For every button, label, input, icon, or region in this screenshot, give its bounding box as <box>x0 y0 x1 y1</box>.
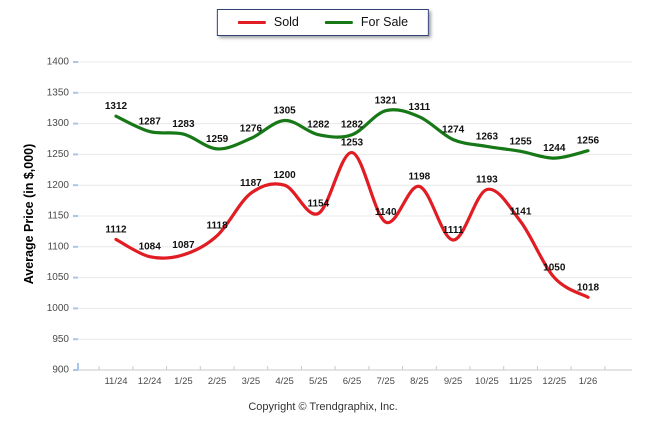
svg-text:12/24: 12/24 <box>138 376 162 387</box>
svg-text:1112: 1112 <box>105 224 127 235</box>
svg-text:1274: 1274 <box>442 125 465 136</box>
legend-label-sold: Sold <box>273 15 299 29</box>
svg-text:1283: 1283 <box>172 119 195 130</box>
svg-text:1000: 1000 <box>47 303 70 314</box>
svg-text:1350: 1350 <box>47 87 70 98</box>
svg-text:1150: 1150 <box>47 211 69 222</box>
svg-text:950: 950 <box>52 334 69 345</box>
svg-text:6/25: 6/25 <box>343 376 362 387</box>
svg-text:1140: 1140 <box>375 207 397 218</box>
price-trend-chart: 1400 1350 1300 1250 1200 1150 1100 1050 1000 950 9… <box>47 57 632 387</box>
svg-text:7/25: 7/25 <box>376 376 395 387</box>
svg-text:4/25: 4/25 <box>275 376 294 387</box>
svg-text:1018: 1018 <box>577 282 600 293</box>
svg-text:1100: 1100 <box>47 241 69 252</box>
for-sale-line-swatch <box>324 20 353 24</box>
svg-text:1187: 1187 <box>240 178 262 189</box>
svg-text:1305: 1305 <box>273 106 296 117</box>
svg-text:1154: 1154 <box>307 199 329 210</box>
svg-text:1312: 1312 <box>105 101 128 112</box>
x-axis-ticks-labels: 11/24 12/24 1/25 2/25 3/25 4/25 5/25 6/25 7/25 8/… <box>77 363 606 387</box>
legend-label-for-sale: For Sale <box>360 15 409 29</box>
svg-text:1256: 1256 <box>577 136 600 147</box>
svg-text:11/25: 11/25 <box>509 376 532 387</box>
svg-text:1/26: 1/26 <box>579 376 598 387</box>
svg-text:1400: 1400 <box>47 57 70 68</box>
svg-text:1311: 1311 <box>409 102 431 113</box>
svg-text:11/24: 11/24 <box>104 376 127 387</box>
svg-text:1198: 1198 <box>409 171 431 182</box>
svg-text:1282: 1282 <box>307 120 330 131</box>
svg-text:1118: 1118 <box>207 221 229 232</box>
svg-text:1111: 1111 <box>443 225 464 236</box>
svg-text:1/25: 1/25 <box>174 376 193 387</box>
svg-text:1287: 1287 <box>139 117 162 128</box>
svg-text:1263: 1263 <box>476 131 499 142</box>
svg-text:1255: 1255 <box>509 136 532 147</box>
legend-item-for-sale: For Sale <box>324 15 409 29</box>
legend: Sold For Sale <box>216 9 430 36</box>
sold-line-swatch <box>237 20 266 24</box>
svg-text:1200: 1200 <box>47 180 70 191</box>
svg-text:1300: 1300 <box>47 118 70 129</box>
svg-text:900: 900 <box>52 365 69 376</box>
svg-text:1253: 1253 <box>341 138 364 149</box>
svg-text:1087: 1087 <box>172 240 195 251</box>
svg-text:1200: 1200 <box>273 170 296 181</box>
svg-text:1259: 1259 <box>206 134 229 145</box>
series-for-sale: 1312 1287 1283 1259 1276 1305 1282 1282 1321 1311… <box>105 96 600 160</box>
svg-text:1050: 1050 <box>543 263 566 274</box>
svg-text:8/25: 8/25 <box>410 376 429 387</box>
svg-text:1250: 1250 <box>47 149 70 160</box>
y-tick-labels: 1400 1350 1300 1250 1200 1150 1100 1050 1000 950 9… <box>47 57 70 376</box>
series-sold: 1112 1084 1087 1118 1187 1200 1154 1253 1140 1198… <box>105 138 600 299</box>
svg-text:10/25: 10/25 <box>475 376 499 387</box>
svg-text:5/25: 5/25 <box>309 376 328 387</box>
svg-text:2/25: 2/25 <box>208 376 227 387</box>
svg-text:9/25: 9/25 <box>444 376 463 387</box>
y-axis-title: Average Price (in $,000) <box>22 143 36 285</box>
svg-text:1084: 1084 <box>139 242 162 253</box>
svg-text:3/25: 3/25 <box>242 376 261 387</box>
svg-text:1050: 1050 <box>47 272 70 283</box>
gridlines <box>73 61 632 371</box>
svg-text:1141: 1141 <box>510 207 532 218</box>
svg-text:1244: 1244 <box>543 143 566 154</box>
svg-text:1282: 1282 <box>341 120 364 131</box>
svg-text:12/25: 12/25 <box>542 376 566 387</box>
legend-item-sold: Sold <box>237 15 299 29</box>
svg-text:1276: 1276 <box>240 123 263 134</box>
svg-text:1193: 1193 <box>476 175 498 186</box>
svg-text:1321: 1321 <box>375 96 398 107</box>
copyright-text: Copyright © Trendgraphix, Inc. <box>248 401 398 413</box>
